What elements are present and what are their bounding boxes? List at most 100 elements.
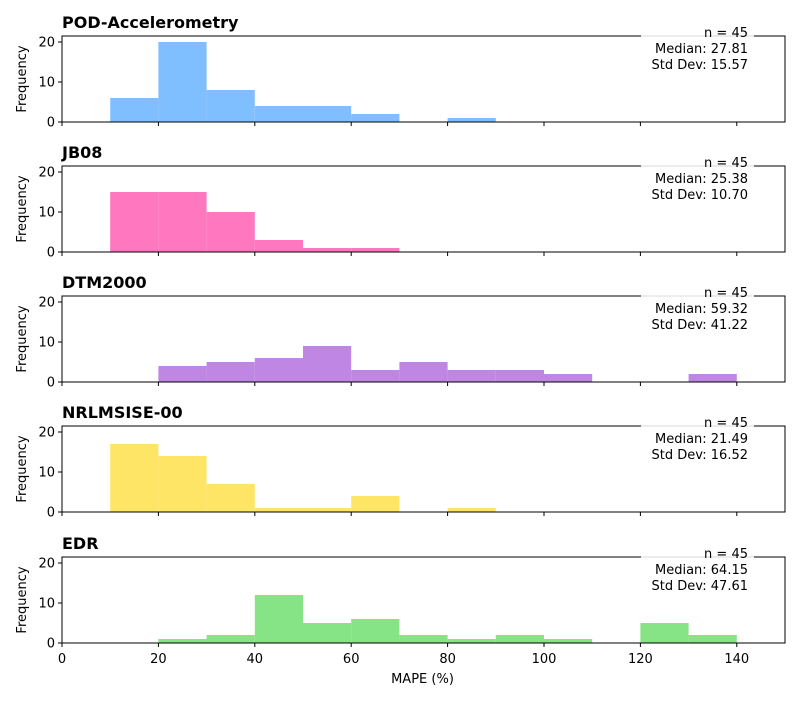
x-tick-label: 20 [150,652,167,667]
histogram-bar [110,98,159,122]
histogram-bar [303,106,352,122]
x-tick-label: 0 [58,652,66,667]
stats-text: Std Dev: 47.61 [652,579,748,594]
y-axis-label: Frequency [15,566,30,633]
y-axis-label: Frequency [15,45,30,112]
stats-box [641,28,754,72]
x-tick-label: 120 [628,652,653,667]
axes-frame [61,295,786,383]
x-tick-label: 100 [532,652,557,667]
y-tick-label: 0 [47,637,55,652]
stats-text: Std Dev: 41.22 [652,318,748,333]
histogram-bar [399,362,448,382]
y-tick-label: 10 [38,206,55,221]
panel-title: NRLMSISE-00 [62,403,183,422]
stats-text: Median: 27.81 [655,42,748,57]
histogram-bar [303,623,352,643]
axes-frame [61,165,786,253]
histogram-bar [158,639,207,643]
x-tick-label: 140 [724,652,749,667]
histogram-bar [110,444,159,512]
stats-text: Std Dev: 10.70 [652,188,748,203]
y-tick-label: 10 [38,336,55,351]
y-tick-label: 0 [47,116,55,131]
histogram-bar [254,358,303,382]
axes-frame [61,35,786,123]
histogram-panel-1: 0 10 20 Frequency POD-Accelerometry n = 45Med… [15,13,786,131]
x-tick-label: 60 [343,652,360,667]
y-tick-label: 20 [38,557,55,572]
y-tick-label: 10 [38,466,55,481]
histogram-bar [447,508,496,512]
histogram-bar [206,635,255,643]
panel-title: EDR [62,534,99,553]
stats-text: n = 45 [704,547,748,562]
histogram-bar [254,240,303,252]
panel-title: DTM2000 [62,273,147,292]
histogram-bar [640,623,689,643]
stats-box [641,418,754,462]
y-tick-label: 0 [47,376,55,391]
stats-text: Std Dev: 15.57 [652,58,748,73]
histogram-bar [158,366,207,382]
histogram-bar [447,639,496,643]
histogram-bar [351,619,400,643]
histogram-bar [351,496,400,512]
histogram-bar [495,370,544,382]
y-tick-label: 20 [38,426,55,441]
stats-text: n = 45 [704,26,748,41]
histogram-panel-5: 0 10 20 0 20 40 60 80 100 120 140 Frequency EDR n = 4… [15,534,786,687]
stats-box [641,288,754,332]
axes-frame [61,556,786,644]
stats-text: Median: 21.49 [655,432,748,447]
x-tick-label: 80 [439,652,456,667]
y-axis-label: Frequency [15,175,30,242]
histogram-bar [351,248,400,252]
histogram-bar [206,362,255,382]
panel-title: POD-Accelerometry [62,13,239,32]
histogram-bar [254,106,303,122]
y-tick-label: 0 [47,246,55,261]
histogram-bar [206,484,255,512]
histogram-bar [447,118,496,122]
x-axis-label: MAPE (%) [391,672,454,687]
x-tick-label: 40 [247,652,264,667]
histogram-bar [303,508,352,512]
histogram-bar [254,508,303,512]
histogram-bar [206,90,255,122]
y-tick-label: 10 [38,76,55,91]
stats-text: Median: 25.38 [655,172,748,187]
stats-box [641,549,754,593]
histogram-bar [544,374,593,382]
y-tick-label: 0 [47,506,55,521]
y-tick-label: 20 [38,166,55,181]
y-tick-label: 20 [38,36,55,51]
histogram-bar [158,456,207,512]
stats-text: n = 45 [704,416,748,431]
panel-title: JB08 [61,143,102,162]
histogram-bar [110,192,159,252]
stats-text: Median: 64.15 [655,563,748,578]
histogram-bar [688,635,737,643]
stats-text: Std Dev: 16.52 [652,448,748,463]
histogram-bar [351,114,400,122]
histogram-bar [206,212,255,252]
histogram-bar [303,346,352,382]
histogram-bar [254,595,303,643]
y-tick-label: 10 [38,597,55,612]
y-tick-label: 20 [38,296,55,311]
histogram-bar [447,370,496,382]
y-axis-label: Frequency [15,435,30,502]
histogram-bar [495,635,544,643]
histogram-bar [158,192,207,252]
histogram-bar [158,42,207,122]
histogram-bar [399,635,448,643]
histogram-bar [688,374,737,382]
stats-text: n = 45 [704,156,748,171]
y-axis-label: Frequency [15,305,30,372]
